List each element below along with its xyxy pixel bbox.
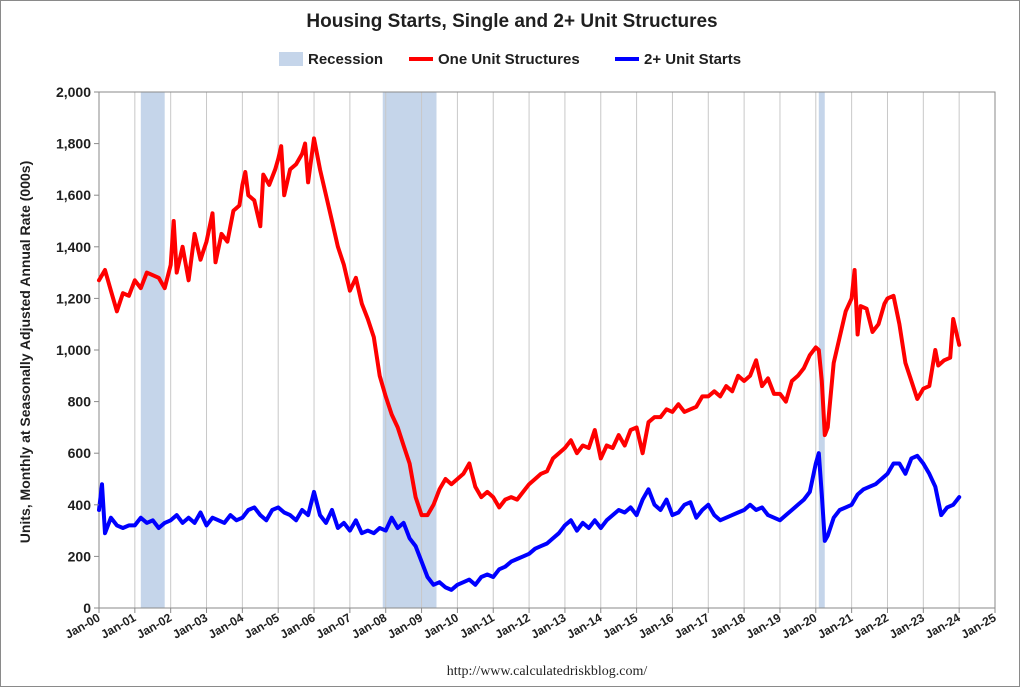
x-tick-label: Jan-21: [815, 610, 855, 641]
y-tick-label: 1,800: [56, 136, 91, 152]
y-tick-label: 600: [68, 445, 92, 461]
x-tick-label: Jan-13: [528, 610, 568, 641]
x-tick-label: Jan-02: [134, 610, 174, 641]
x-tick-label: Jan-22: [851, 610, 891, 641]
legend-label: One Unit Structures: [438, 51, 580, 68]
source-url: http://www.calculatedriskblog.com/: [447, 664, 648, 679]
plot-area: [98, 91, 996, 609]
y-axis-label: Units, Monthly at Seasonally Adjusted An…: [17, 161, 33, 543]
y-tick-label: 1,000: [56, 342, 91, 358]
legend-label: 2+ Unit Starts: [644, 51, 741, 68]
x-tick-label: Jan-03: [170, 610, 210, 641]
x-tick-label: Jan-25: [959, 610, 999, 641]
x-tick-label: Jan-17: [672, 610, 712, 641]
x-tick-label: Jan-15: [600, 610, 640, 641]
x-tick-label: Jan-06: [278, 610, 318, 641]
y-tick-label: 0: [83, 600, 91, 616]
x-tick-label: Jan-23: [887, 610, 927, 641]
x-tick-label: Jan-07: [313, 610, 353, 641]
legend-label: Recession: [308, 51, 383, 68]
x-tick-label: Jan-01: [98, 610, 138, 641]
y-tick-label: 800: [68, 394, 92, 410]
legend-swatch-recession: [279, 52, 303, 66]
series-lines: [97, 136, 962, 592]
y-tick-label: 1,200: [56, 290, 91, 306]
x-tick-label: Jan-16: [636, 610, 676, 641]
x-tick-label: Jan-05: [242, 610, 282, 641]
recession-bands: [140, 92, 825, 608]
series-line-two-plus-unit: [97, 451, 962, 592]
legend: Recession One Unit Structures 2+ Unit Star…: [279, 51, 741, 68]
x-tick-label: Jan-08: [349, 610, 389, 641]
x-tick-label: Jan-04: [206, 610, 246, 641]
x-axis-ticks: Jan-00Jan-01Jan-02Jan-03Jan-04Jan-05Jan-…: [63, 608, 999, 642]
y-tick-label: 1,600: [56, 187, 91, 203]
series-line-one-unit: [97, 136, 962, 518]
x-tick-label: Jan-11: [457, 610, 497, 641]
x-tick-label: Jan-24: [923, 610, 963, 641]
y-axis-ticks: 0 200 400 600 800 1,000 1,200 1,400 1,600 1,800 2,…: [56, 84, 99, 616]
gridlines: [134, 92, 960, 608]
y-tick-label: 200: [68, 548, 92, 564]
recession-band-3: [818, 92, 825, 608]
x-tick-label: Jan-18: [708, 610, 748, 641]
recession-band-1: [140, 92, 165, 608]
x-tick-label: Jan-09: [385, 610, 425, 641]
chart-title: Housing Starts, Single and 2+ Unit Struc…: [306, 11, 717, 32]
y-tick-label: 1,400: [56, 239, 91, 255]
x-tick-label: Jan-19: [744, 610, 784, 641]
x-tick-label: Jan-20: [779, 610, 819, 641]
x-tick-label: Jan-10: [421, 610, 461, 641]
x-tick-label: Jan-14: [564, 610, 604, 641]
y-tick-label: 2,000: [56, 84, 91, 100]
x-tick-label: Jan-12: [493, 610, 533, 641]
recession-band-2: [382, 92, 437, 608]
y-tick-label: 400: [68, 497, 92, 513]
